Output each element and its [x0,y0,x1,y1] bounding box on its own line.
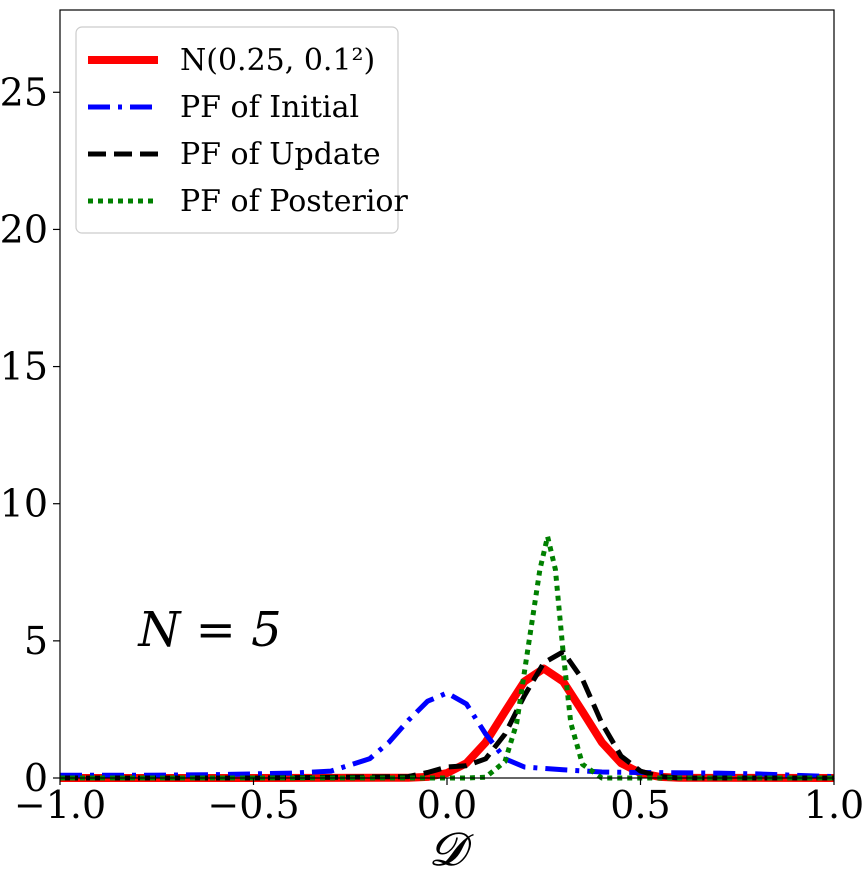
legend-box [75,26,399,234]
y-tick-label: 25 [0,70,48,114]
x-tick-label: 0.5 [610,783,670,827]
annotation-label: N = 5 [137,602,281,658]
series-line-2 [60,690,835,780]
y-tick-label: 5 [24,619,48,663]
ticks-layer: −1.0 −0.5 0.0 0.5 1.0 0 5 10 15 20 25 [0,70,864,827]
y-tick-label: 20 [0,207,48,251]
legend-label-2: PF of Initial [180,90,359,125]
y-tick-label: 15 [0,345,48,389]
x-tick-label: −1.0 [14,783,106,827]
legend-label-1: N(0.25, 0.1²) [180,43,375,78]
legend: N(0.25, 0.1²) PF of Initial PF of Update PF… [75,26,408,234]
legend-items: N(0.25, 0.1²) PF of Initial PF of Update PF… [88,43,408,219]
legend-label-4: PF of Posterior [180,184,408,219]
series-layer [60,534,835,782]
series-line-3 [60,649,834,781]
legend-label-3: PF of Update [180,137,381,172]
x-tick-label: −0.5 [207,783,299,827]
x-axis-title: 𝓓 [429,822,474,876]
series-line-4 [60,534,834,781]
x-tick-label: 0.0 [417,783,477,827]
y-tick-label: 0 [24,756,48,800]
y-tick-label: 10 [0,482,48,526]
x-tick-label: 1.0 [804,783,864,827]
